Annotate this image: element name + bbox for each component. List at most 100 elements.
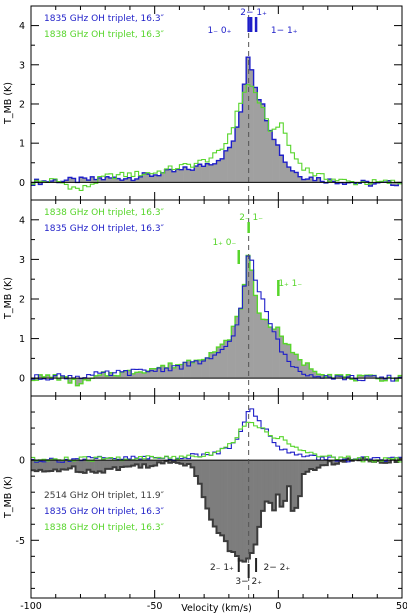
- bin-bar: [86, 378, 91, 381]
- transition-label: 3− 2₊: [235, 577, 262, 587]
- transition-label: 2₋ 1₊: [210, 563, 234, 573]
- bin-bar: [231, 460, 236, 553]
- bin-bar: [261, 103, 266, 183]
- bin-bar: [138, 460, 143, 468]
- bin-bar: [183, 362, 188, 379]
- bin-bar: [157, 175, 162, 183]
- bin-bar: [60, 376, 65, 379]
- y-axis-label: T_MB (K): [3, 82, 14, 125]
- bin-bar: [372, 182, 377, 184]
- bin-bar: [49, 460, 54, 472]
- transition-label: 1− 1₊: [271, 26, 298, 36]
- bin-bar: [79, 177, 84, 183]
- bin-bar: [212, 460, 217, 527]
- bin-bar: [186, 460, 191, 464]
- bin-bar: [268, 327, 273, 379]
- bin-bar: [275, 327, 280, 379]
- bin-bar: [212, 163, 217, 183]
- bin-bar: [279, 336, 284, 379]
- bin-bar: [120, 372, 125, 379]
- y-tick-label: 1: [19, 139, 25, 150]
- bin-bar: [257, 313, 262, 379]
- bin-bar: [223, 340, 228, 379]
- bin-bar: [127, 370, 132, 379]
- bin-bar: [108, 460, 113, 469]
- bin-bar: [227, 147, 232, 183]
- bin-bar: [86, 460, 91, 470]
- bin-bar: [116, 460, 121, 471]
- bin-bar: [186, 169, 191, 183]
- legend-entry: 1838 GHz OH triplet, 16.3″: [44, 208, 165, 218]
- bin-bar: [194, 460, 199, 477]
- bin-bar: [264, 319, 269, 379]
- bin-bar: [364, 375, 369, 379]
- bin-bar: [257, 99, 262, 183]
- bin-bar: [101, 179, 106, 183]
- series-1835-ghz-oh-triplet-line: [31, 56, 402, 187]
- bin-bar: [305, 362, 310, 379]
- plot-area: [31, 408, 402, 563]
- bin-bar: [316, 460, 321, 468]
- bin-bar: [246, 460, 251, 559]
- bin-bar: [164, 169, 169, 183]
- bin-bar: [309, 177, 314, 183]
- bin-bar: [264, 120, 269, 183]
- bin-bar: [283, 460, 288, 501]
- bin-bar: [31, 460, 36, 471]
- bin-bar: [45, 375, 50, 379]
- bin-bar: [301, 460, 306, 474]
- bin-bar: [190, 460, 195, 468]
- bin-bar: [190, 362, 195, 379]
- bin-bar: [183, 167, 188, 183]
- x-axis-label: Velocity (km/s): [181, 603, 252, 614]
- bin-bar: [320, 374, 325, 379]
- bin-bar: [175, 460, 180, 463]
- bin-bar: [146, 460, 151, 468]
- x-tick-label: 50: [396, 601, 407, 612]
- bin-bar: [68, 460, 73, 469]
- y-axis-label: T_MB (K): [3, 476, 14, 519]
- bin-bar: [71, 178, 76, 183]
- y-axis-label: T_MB (K): [3, 277, 14, 320]
- bin-bar: [56, 460, 61, 472]
- bin-bar: [331, 460, 336, 465]
- bin-bar: [183, 460, 188, 466]
- bin-bar: [387, 180, 392, 183]
- bin-bar: [127, 177, 132, 183]
- bin-bar: [201, 166, 206, 183]
- bin-bar: [361, 457, 366, 461]
- bin-bar: [305, 179, 310, 183]
- bin-bar: [131, 460, 136, 466]
- bin-bar: [123, 178, 128, 183]
- bin-bar: [149, 176, 154, 183]
- bin-bar: [171, 171, 176, 183]
- y-tick-label: 0: [19, 374, 25, 385]
- bin-bar: [242, 284, 247, 379]
- bin-bar: [223, 460, 228, 542]
- bin-bar: [275, 145, 280, 183]
- bin-bar: [75, 460, 80, 472]
- panel-middle: 0 1 2 3 4 T_MB (K) 1838 GHz OH triplet, 16.3″ 1…: [3, 199, 403, 397]
- bin-bar: [101, 371, 106, 379]
- bin-bar: [309, 460, 314, 469]
- bin-bar: [242, 460, 247, 562]
- bin-bar: [179, 169, 184, 183]
- series-1838-ghz-oh-triplet-bins: [31, 255, 402, 386]
- bin-bar: [38, 374, 43, 379]
- transition-label: 1₊ 1₋: [278, 279, 302, 289]
- bin-bar: [34, 460, 39, 472]
- bin-bar: [312, 180, 317, 183]
- bin-bar: [216, 347, 221, 379]
- bin-bar: [298, 176, 303, 183]
- bin-bar: [286, 460, 291, 487]
- bin-bar: [379, 378, 384, 382]
- bin-bar: [261, 319, 266, 379]
- bin-bar: [220, 158, 225, 183]
- bin-bar: [168, 460, 173, 463]
- bin-bar: [157, 460, 162, 463]
- bin-bar: [305, 460, 310, 472]
- bin-bar: [112, 177, 117, 183]
- transition-markers: 2− 1₊ 1₋ 0₊ 1− 1₊: [208, 8, 298, 36]
- bin-bar: [368, 375, 373, 379]
